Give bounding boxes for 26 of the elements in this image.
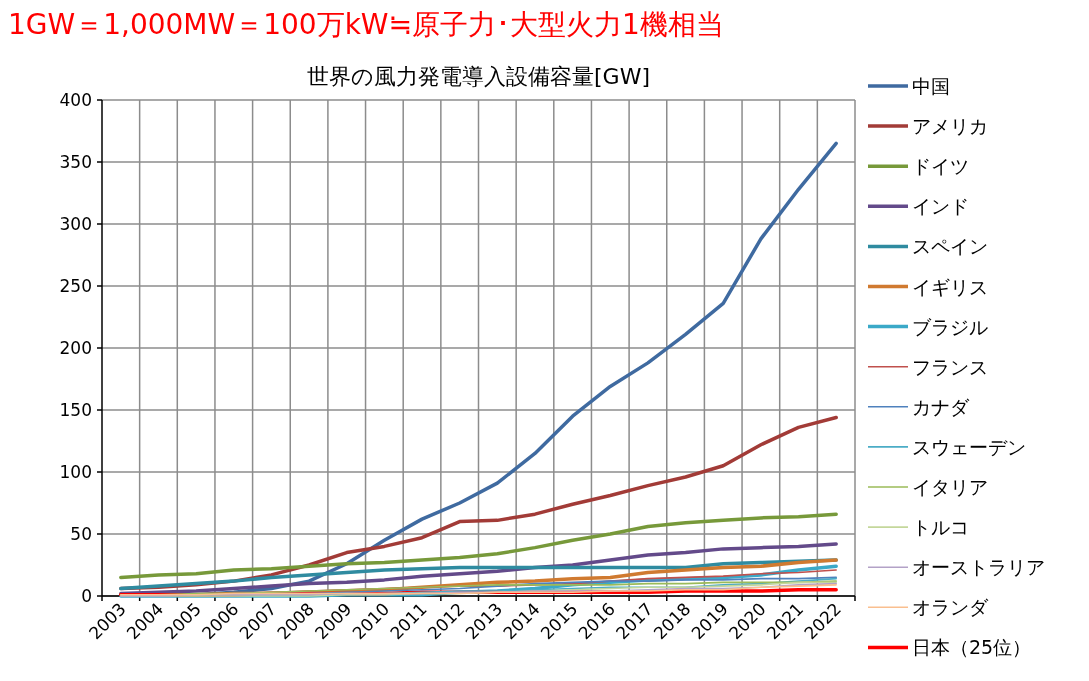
- legend-label: ブラジル: [912, 315, 988, 338]
- y-tick-label: 300: [59, 214, 92, 234]
- legend-label: オランダ: [912, 596, 989, 619]
- y-tick-label: 100: [59, 462, 92, 482]
- legend-label: インド: [912, 195, 969, 218]
- y-tick-label: 400: [59, 90, 92, 110]
- legend-label: スペイン: [912, 235, 988, 258]
- text: 1GW＝1,000MW＝100万kW≒原子力･大型火力1機相当: [8, 8, 724, 41]
- legend-label: トルコ: [912, 516, 969, 539]
- legend-label: イタリア: [912, 476, 988, 498]
- legend-label: アメリカ: [912, 115, 988, 138]
- legend-label: イギリス: [912, 275, 988, 298]
- y-tick-label: 150: [59, 400, 92, 420]
- legend-label: ドイツ: [912, 155, 969, 178]
- legend-label: オーストラリア: [912, 556, 1045, 579]
- y-tick-label: 350: [59, 152, 92, 172]
- y-tick-label: 0: [81, 586, 92, 606]
- legend-label: フランス: [912, 355, 988, 378]
- legend-label: 日本（25位）: [912, 636, 1032, 659]
- y-tick-label: 250: [59, 276, 92, 296]
- y-tick-label: 50: [70, 524, 92, 544]
- chart-title: 世界の風力発電導入設備容量[GW]: [307, 64, 650, 89]
- legend-label: 中国: [912, 75, 950, 97]
- legend-label: スウェーデン: [912, 435, 1026, 458]
- y-tick-label: 200: [59, 338, 92, 358]
- legend-label: カナダ: [912, 395, 970, 418]
